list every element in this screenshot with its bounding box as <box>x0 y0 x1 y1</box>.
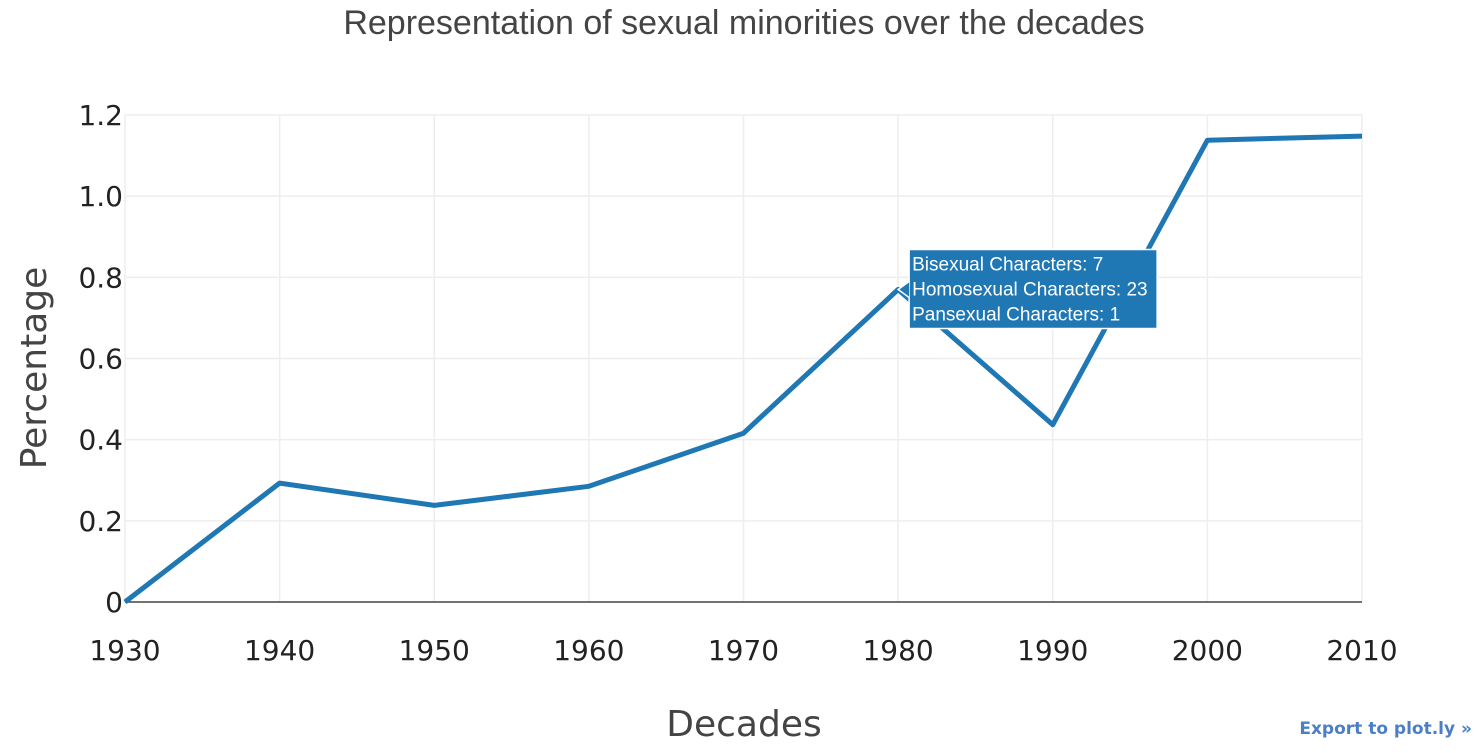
x-tick-label: 2000 <box>1172 634 1243 667</box>
x-tick-label: 1960 <box>553 634 624 667</box>
series-line[interactable] <box>123 133 1363 604</box>
y-tick-label: 0 <box>105 586 123 619</box>
tooltip-pointer <box>896 280 910 299</box>
tooltip-line: Homosexual Characters: 23 <box>912 280 1148 301</box>
chart-title: Representation of sexual minorities over… <box>343 4 1144 42</box>
x-tick-label: 1940 <box>244 634 315 667</box>
y-axis-title: Percentage <box>14 267 55 470</box>
x-tick-label: 2010 <box>1326 634 1397 667</box>
y-tick-label: 1.0 <box>78 180 123 213</box>
y-tick-label: 0.8 <box>78 261 123 294</box>
export-to-plotly-link[interactable]: Export to plot.ly » <box>1299 719 1472 739</box>
x-axis-ticks: 1930 1940 1950 1960 1970 1980 1990 2000 2010 <box>89 634 1397 667</box>
tooltip-line: Bisexual Characters: 7 <box>912 255 1103 276</box>
tooltip-line: Pansexual Characters: 1 <box>912 305 1120 326</box>
y-tick-label: 0.2 <box>78 505 123 538</box>
y-tick-label: 0.4 <box>78 424 123 457</box>
x-tick-label: 1990 <box>1017 634 1088 667</box>
x-tick-label: 1930 <box>89 634 160 667</box>
x-tick-label: 1980 <box>862 634 933 667</box>
x-axis-title: Decades <box>666 704 821 745</box>
hover-tooltip: Bisexual Characters: 7 Homosexual Charac… <box>896 248 1158 330</box>
x-tick-label: 1950 <box>399 634 470 667</box>
gridlines <box>124 114 1363 602</box>
x-tick-label: 1970 <box>708 634 779 667</box>
y-axis-ticks: 0 0.2 0.4 0.6 0.8 1.0 1.2 <box>78 99 123 619</box>
y-tick-label: 1.2 <box>78 99 123 132</box>
y-tick-label: 0.6 <box>78 343 123 376</box>
